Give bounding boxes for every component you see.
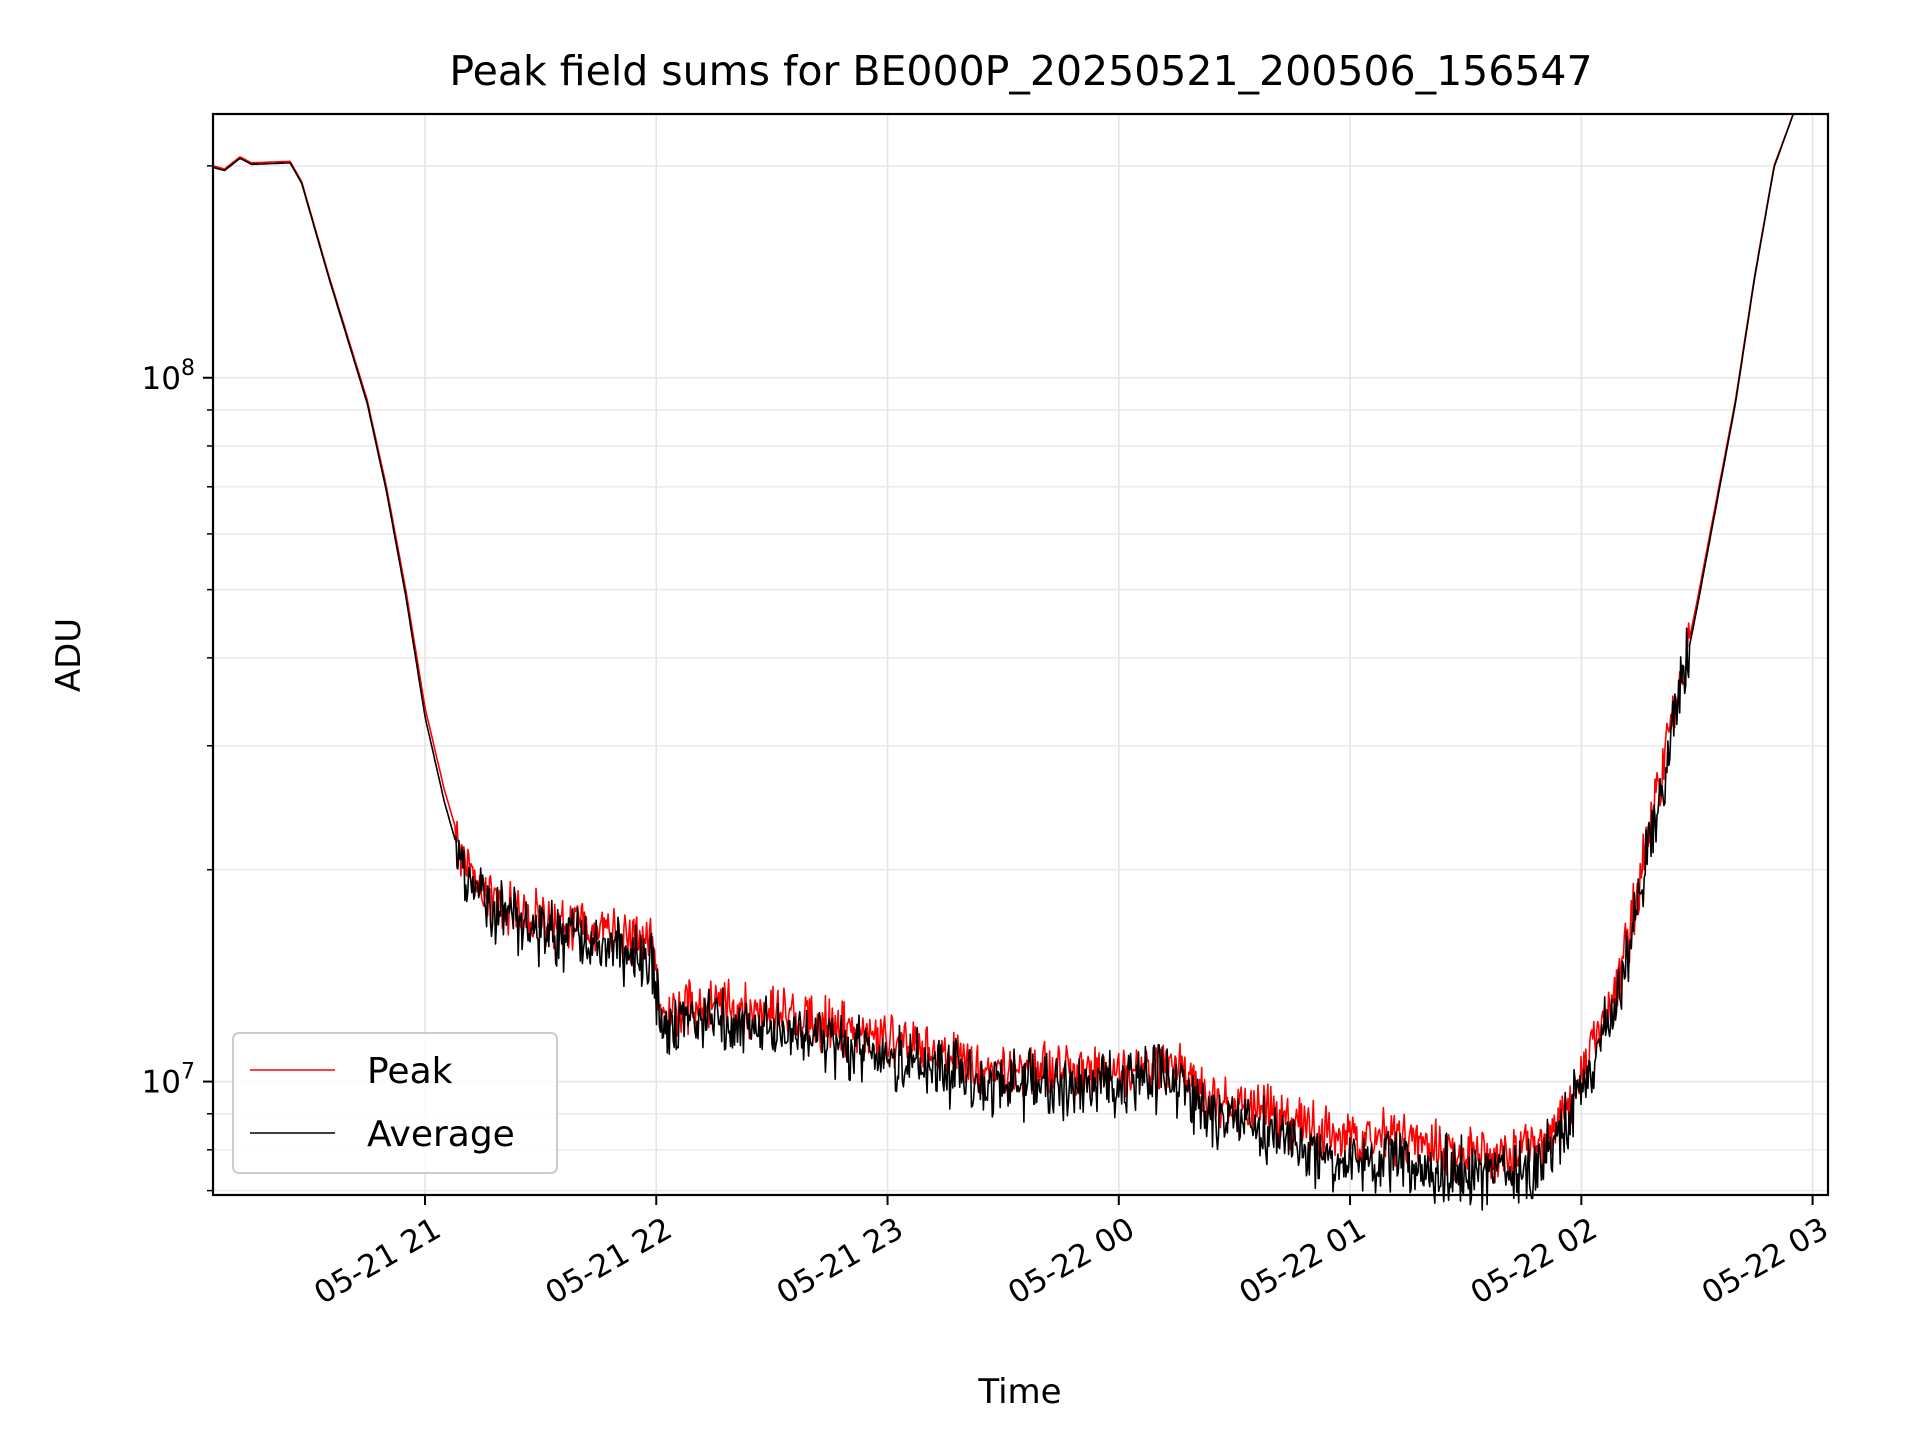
legend-box bbox=[232, 1032, 558, 1174]
series-group bbox=[212, 113, 1795, 1211]
series-line-peak bbox=[212, 113, 1795, 1184]
y-axis-label: ADU bbox=[49, 618, 89, 692]
y-tick-exponent: 7 bbox=[181, 1060, 195, 1085]
y-tick-label: 108 bbox=[142, 356, 195, 397]
series-line-average bbox=[212, 113, 1795, 1211]
legend: Peak Average bbox=[232, 1032, 558, 1174]
chart-title: Peak field sums for BE000P_20250521_2005… bbox=[449, 47, 1592, 95]
legend-label-average: Average bbox=[367, 1114, 515, 1155]
y-tick-label: 107 bbox=[142, 1060, 195, 1101]
y-tick-base: 10 bbox=[142, 1065, 181, 1101]
x-axis-label: Time bbox=[977, 1372, 1061, 1412]
y-tick-exponent: 8 bbox=[181, 356, 195, 381]
legend-label-peak: Peak bbox=[367, 1051, 453, 1092]
plot-frame bbox=[211, 112, 1830, 1197]
y-tick-base: 10 bbox=[142, 361, 181, 397]
